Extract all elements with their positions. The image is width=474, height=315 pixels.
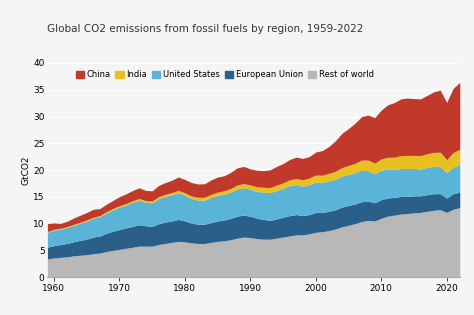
Legend: China, India, United States, European Union, Rest of world: China, India, United States, European Un… [72,67,377,83]
Y-axis label: GtCO2: GtCO2 [21,155,30,185]
Title: Global CO2 emissions from fossil fuels by region, 1959-2022: Global CO2 emissions from fossil fuels b… [47,25,364,34]
